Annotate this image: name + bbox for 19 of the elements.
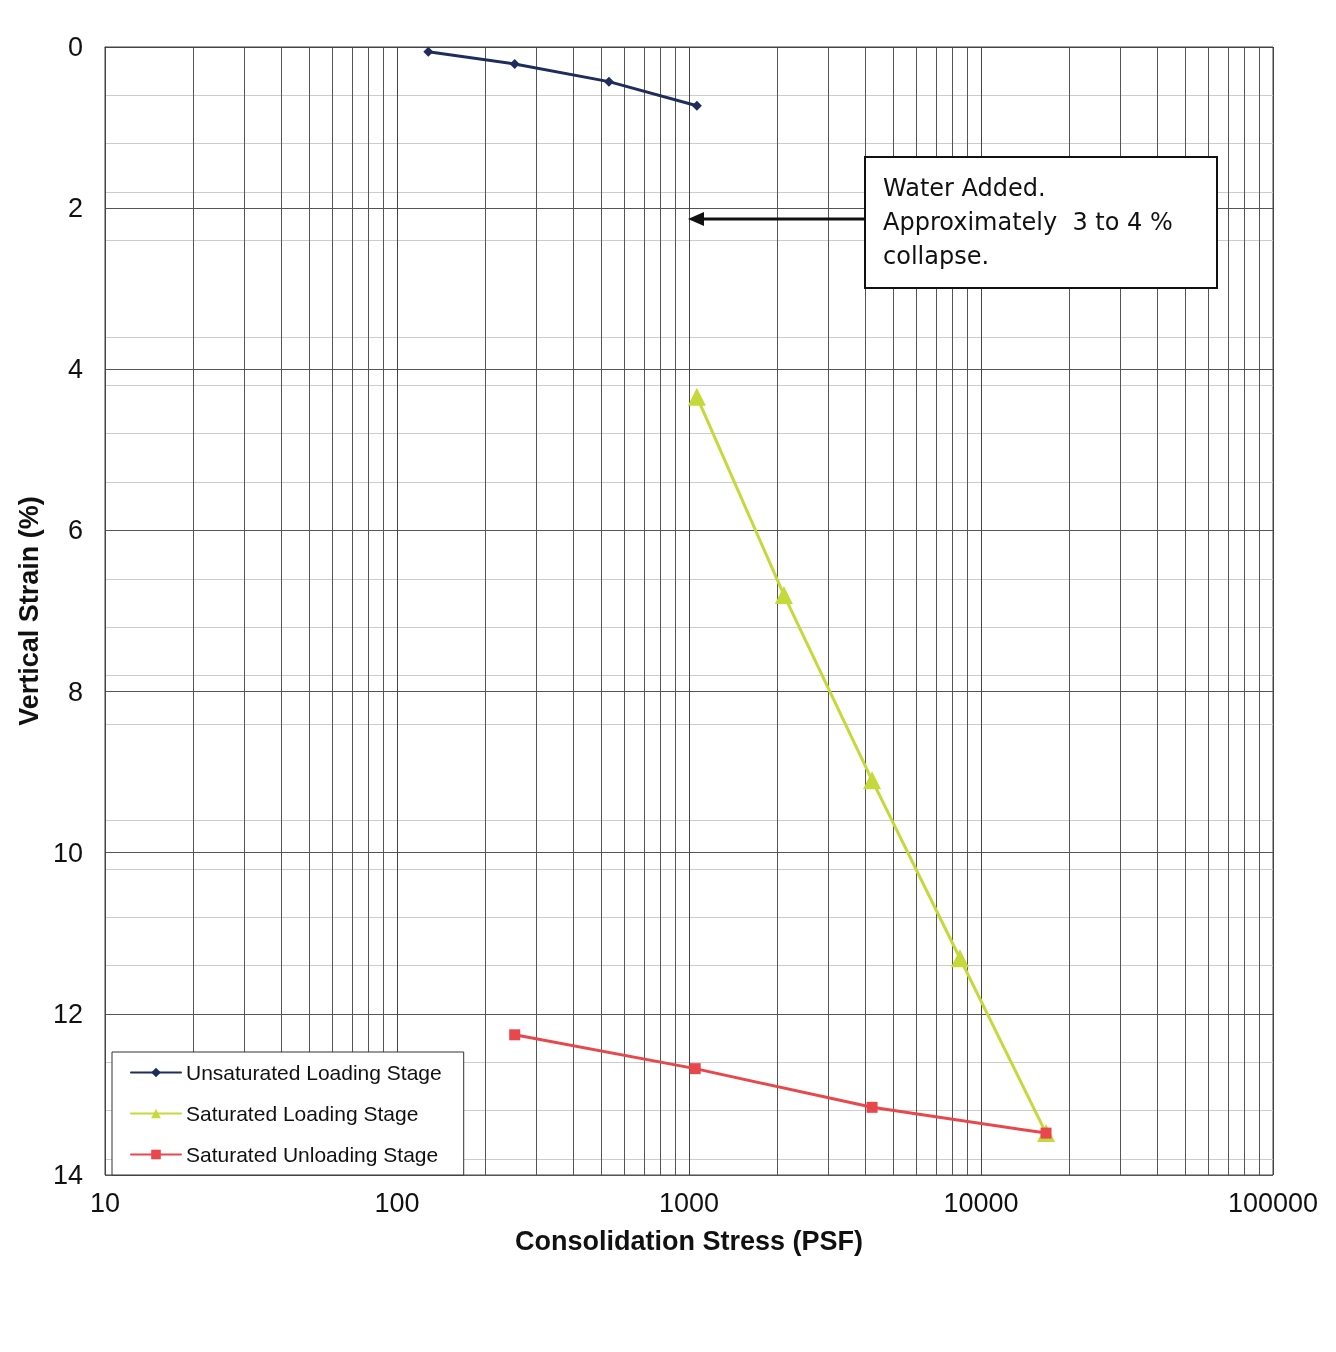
y-tick-label: 14: [52, 1160, 83, 1190]
x-axis-title: Consolidation Stress (PSF): [514, 1225, 864, 1256]
x-tick-label: 1000: [658, 1187, 720, 1218]
annotation: Water Added. Approximately 3 to 4 % collapse.: [883, 174, 1173, 270]
x-tick-label: 10: [89, 1187, 121, 1218]
y-tick-label: 2: [67, 193, 83, 224]
y-tick-label: 4: [67, 354, 83, 385]
legend-label: Saturated Unloading Stage: [186, 1143, 439, 1166]
x-tick-label: 10000: [943, 1187, 1019, 1218]
y-tick-label: 10: [52, 837, 83, 868]
x-tick-label: 100: [374, 1187, 420, 1218]
legend-label: Saturated Loading Stage: [186, 1102, 419, 1125]
y-tick-label: 6: [67, 515, 83, 546]
y-tick-label: 12: [52, 998, 83, 1029]
y-axis-title: Vertical Strain (%): [13, 496, 44, 726]
y-tick-label: 8: [67, 676, 83, 707]
legend-label: Unsaturated Loading Stage: [186, 1061, 442, 1084]
y-tick-label: 0: [67, 32, 83, 62]
x-tick-label: 100000: [1227, 1187, 1319, 1218]
